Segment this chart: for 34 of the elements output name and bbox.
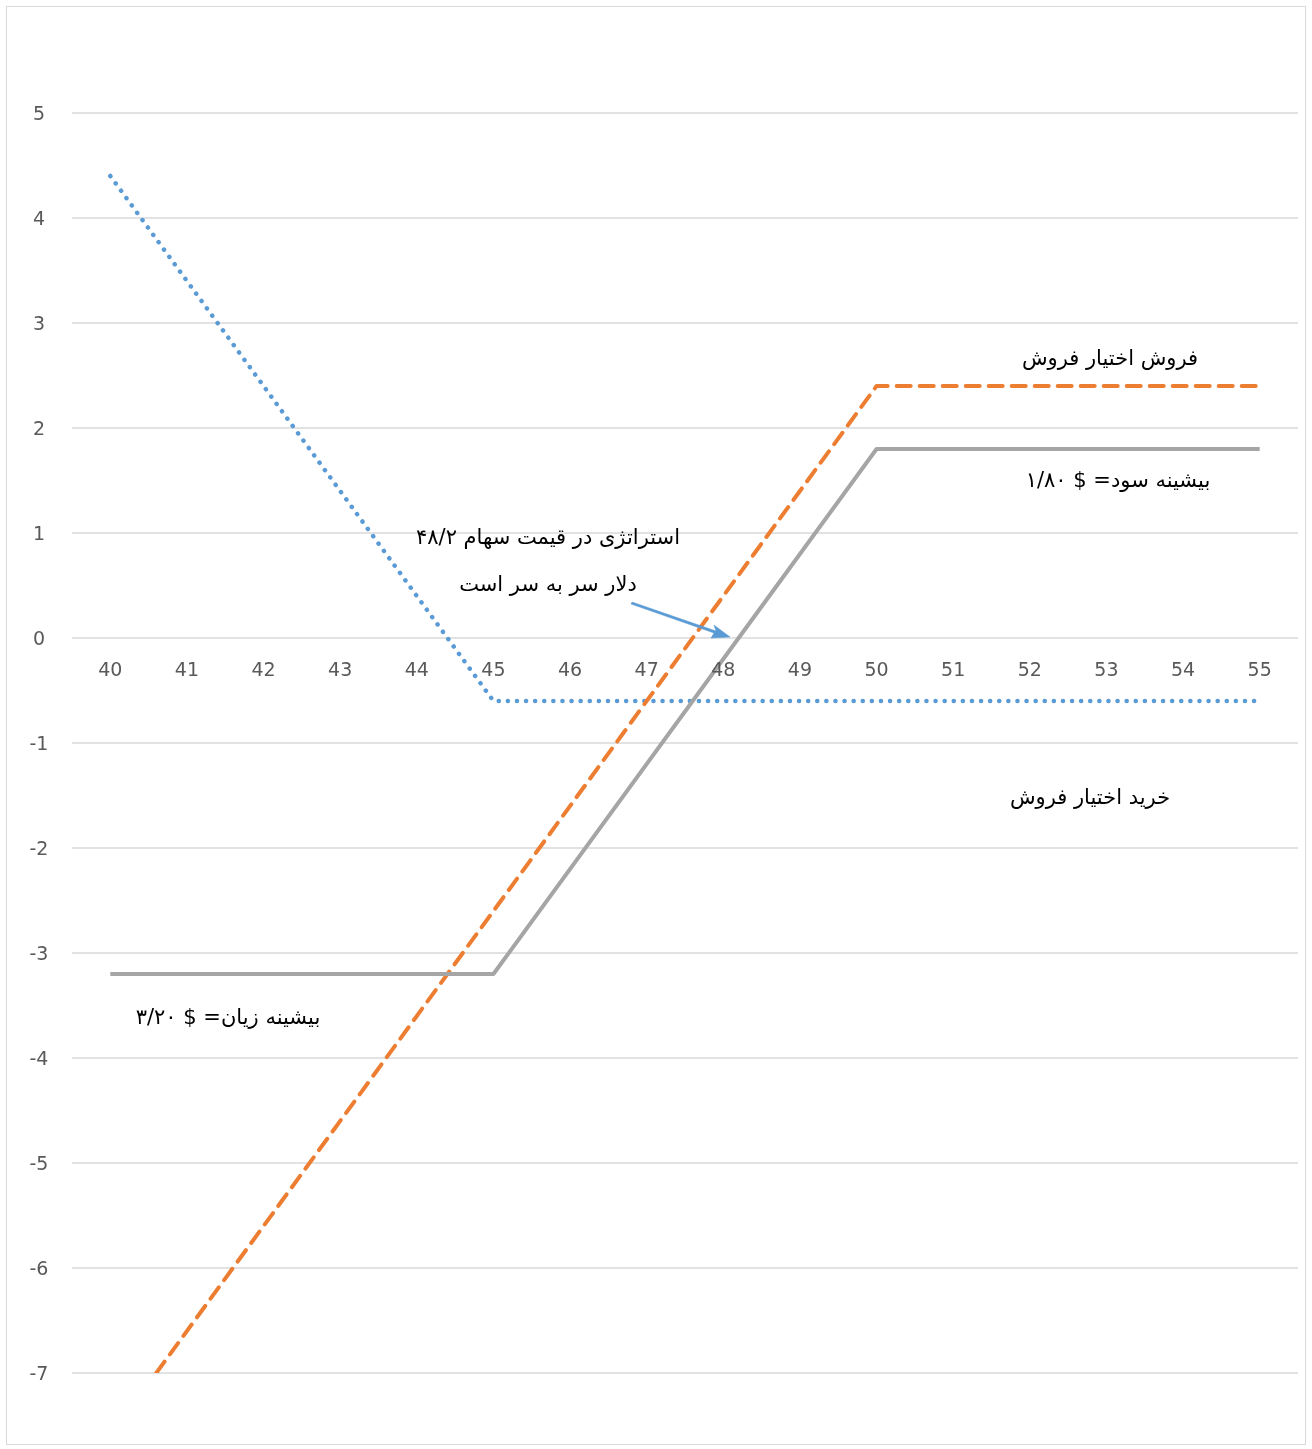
- x-tick-label: 44: [404, 658, 429, 680]
- x-tick-label: 50: [864, 658, 889, 680]
- y-tick-label: 5: [32, 101, 46, 124]
- x-tick-label: 52: [1017, 658, 1042, 680]
- y-tick-label: 2: [32, 416, 46, 439]
- y-tick-label: 3: [32, 311, 46, 334]
- annotation: استراتژی در قیمت سهام ۴۸/۲ دلار سر به سر است: [416, 525, 680, 596]
- x-tick-label: 54: [1170, 658, 1196, 680]
- x-tick-label: 41: [174, 658, 200, 680]
- x-tick-label: 51: [941, 658, 966, 680]
- y-tick-label: -5: [29, 1151, 49, 1174]
- y-tick-label: -7: [29, 1361, 49, 1384]
- x-tick-label: 48: [711, 658, 736, 680]
- x-tick-label: 46: [557, 658, 583, 680]
- y-tick-label: 1: [32, 521, 46, 544]
- annotation: بیشینه زیان= $ ۳/۲۰: [135, 1005, 321, 1029]
- y-tick-label: -3: [29, 941, 49, 964]
- y-tick-label: -6: [29, 1256, 49, 1279]
- x-tick-label: 55: [1247, 658, 1272, 680]
- annotation: فروش اختیار فروش: [1021, 346, 1199, 370]
- x-tick-label: 53: [1094, 658, 1119, 680]
- x-tick-label: 47: [634, 658, 659, 680]
- y-tick-label: -1: [29, 731, 49, 754]
- x-tick-label: 49: [787, 658, 813, 680]
- y-tick-label: -2: [29, 836, 49, 859]
- x-tick-label: 45: [481, 658, 506, 680]
- x-tick-label: 43: [328, 658, 353, 680]
- x-tick-label: 42: [251, 658, 276, 680]
- y-tick-label: -4: [29, 1046, 49, 1069]
- x-tick-label: 40: [98, 658, 123, 680]
- annotation: بیشینه سود= $ ۱/۸۰: [1025, 468, 1211, 492]
- y-tick-label: 0: [32, 626, 46, 649]
- y-tick-label: 4: [32, 206, 46, 229]
- annotation: خرید اختیار فروش: [1009, 785, 1171, 809]
